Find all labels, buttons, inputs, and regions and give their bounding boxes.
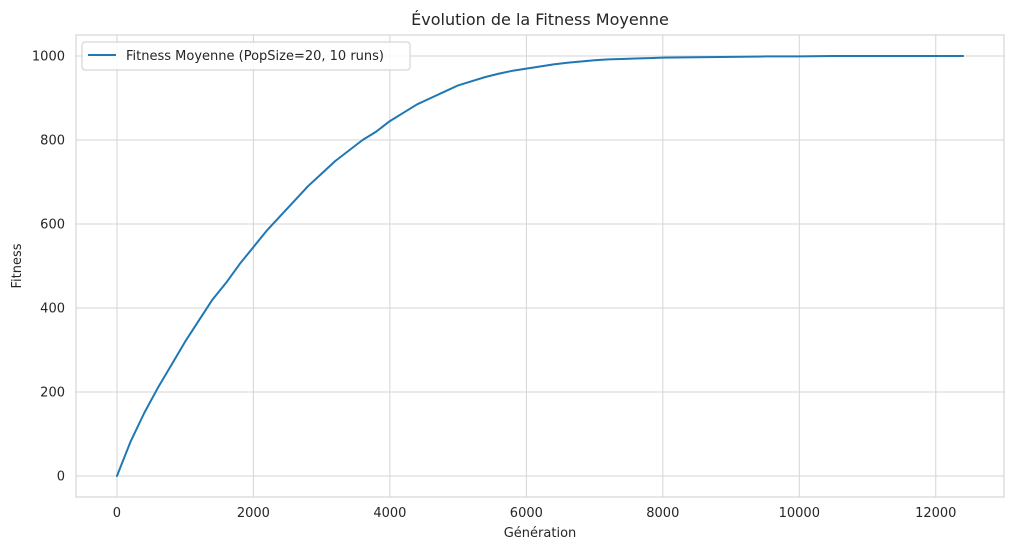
- series-line: [115, 55, 965, 477]
- y-tick-label: 0: [57, 470, 65, 485]
- y-axis-label: Fitness: [10, 243, 25, 288]
- x-tick-label: 12000: [915, 506, 956, 521]
- ticks: 0 2000 4000 6000 8000 10000 12000 0 200 400 600 800…: [32, 50, 957, 522]
- y-tick-label: 800: [40, 134, 65, 149]
- y-tick-label: 600: [40, 218, 65, 233]
- x-tick-label: 4000: [373, 506, 406, 521]
- legend-label: Fitness Moyenne (PopSize=20, 10 runs): [126, 49, 384, 64]
- x-tick-label: 8000: [646, 506, 679, 521]
- x-axis-label: Génération: [504, 526, 577, 541]
- plot-frame: [75, 34, 1005, 498]
- legend-box: [81, 41, 411, 71]
- x-tick-label: 10000: [779, 506, 820, 521]
- y-tick-label: 400: [40, 302, 65, 317]
- x-tick-label: 6000: [510, 506, 543, 521]
- x-tick-label: 0: [113, 506, 121, 521]
- series-layer: [115, 55, 965, 477]
- y-tick-label: 200: [40, 386, 65, 401]
- x-tick-label: 2000: [237, 506, 270, 521]
- chart-title: Évolution de la Fitness Moyenne: [411, 10, 669, 29]
- legend: Fitness Moyenne (PopSize=20, 10 runs): [81, 41, 411, 71]
- y-tick-label: 1000: [32, 50, 65, 65]
